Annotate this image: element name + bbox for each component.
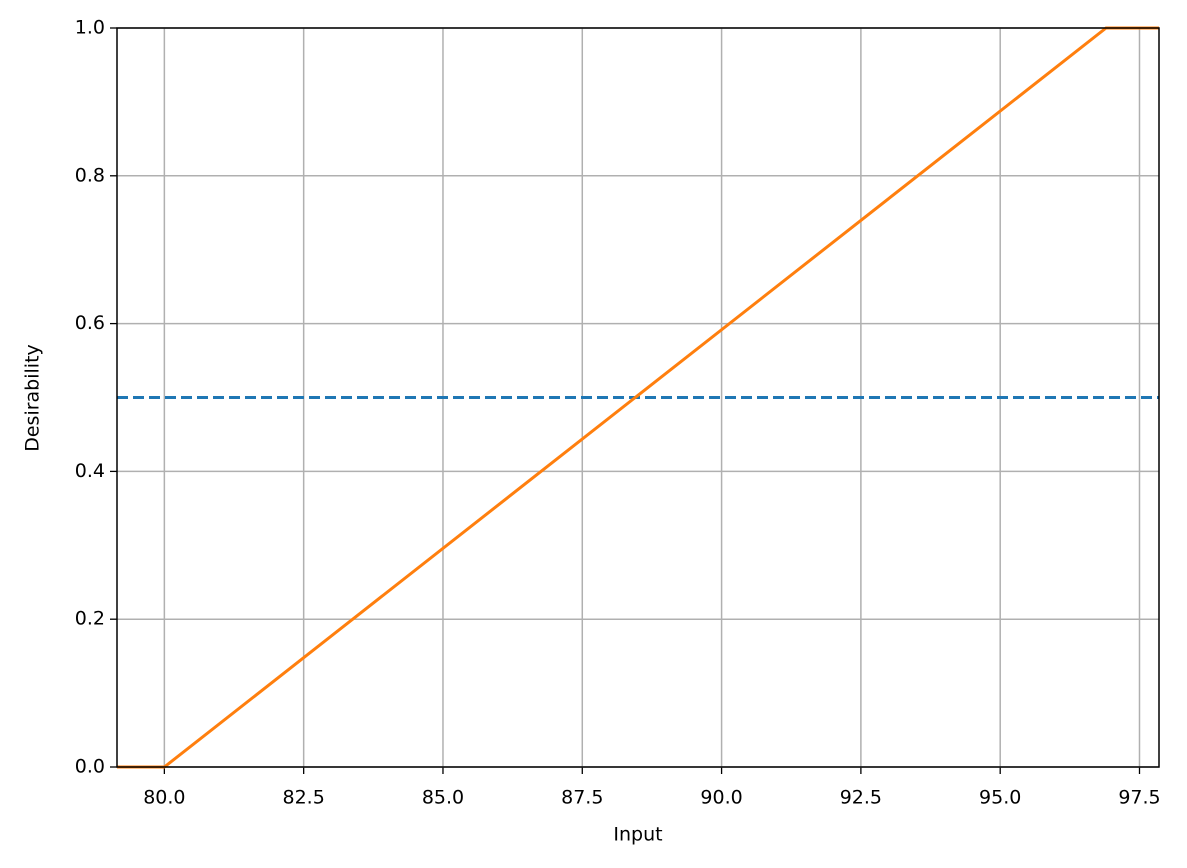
x-axis-label: Input [613,824,662,846]
y-tick-label: 0.0 [75,756,105,778]
x-tick-label: 82.5 [283,787,325,809]
x-tick-label: 97.5 [1118,787,1160,809]
x-tick-label: 85.0 [422,787,464,809]
y-axis-label: Desirability [22,344,44,452]
y-tick-label: 0.2 [75,608,105,630]
y-tick-label: 0.8 [75,164,105,186]
x-tick-label: 95.0 [979,787,1021,809]
y-tick-label: 1.0 [75,17,105,39]
y-tick-label: 0.4 [75,460,105,482]
x-tick-label: 80.0 [143,787,185,809]
x-tick-label: 90.0 [700,787,742,809]
x-tick-label: 92.5 [840,787,882,809]
y-tick-label: 0.6 [75,312,105,334]
x-tick-label: 87.5 [561,787,603,809]
plot-frame [116,27,1160,768]
